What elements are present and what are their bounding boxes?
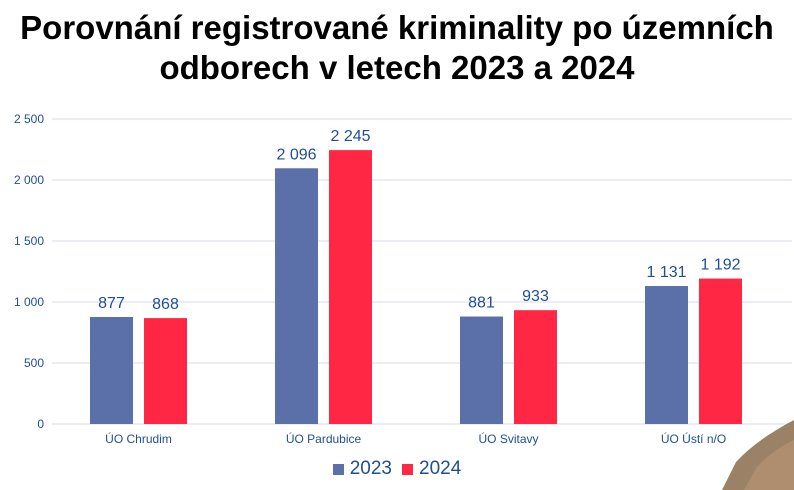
bar-2023-2 — [460, 316, 503, 424]
x-category-label: ÚO Svitavy — [478, 431, 538, 446]
bar-2024-0 — [144, 318, 187, 424]
bar-2023-3 — [645, 286, 688, 424]
y-tick-label: 500 — [24, 356, 44, 370]
legend-label-2024: 2024 — [419, 458, 462, 479]
chart-title-line-2: odborech v letech 2023 a 2024 — [159, 49, 635, 86]
data-label-2023-1: 2 096 — [276, 146, 316, 163]
y-tick-label: 1 000 — [14, 295, 44, 309]
legend-label-2023: 2023 — [349, 458, 392, 479]
chart-legend: 2023 2024 — [0, 458, 794, 480]
legend-swatch-2024 — [402, 463, 413, 475]
legend-item-2024: 2024 — [402, 458, 461, 480]
data-label-2024-0: 868 — [152, 296, 179, 313]
bar-2024-1 — [329, 150, 372, 425]
chart-title: Porovnání registrované kriminality po úz… — [0, 8, 794, 88]
bar-2023-1 — [275, 168, 318, 424]
chart-title-line-1: Porovnání registrované kriminality po úz… — [20, 9, 774, 46]
data-label-2023-0: 877 — [98, 295, 125, 312]
x-category-label: ÚO Pardubice — [286, 431, 362, 446]
y-tick-label: 1 500 — [14, 234, 44, 248]
data-label-2023-3: 1 131 — [646, 264, 686, 281]
data-label-2023-2: 881 — [468, 295, 495, 312]
y-tick-label: 0 — [37, 417, 44, 431]
y-tick-label: 2 500 — [14, 112, 44, 126]
data-label-2024-1: 2 245 — [330, 128, 370, 145]
bar-2023-0 — [90, 317, 133, 424]
y-tick-label: 2 000 — [14, 173, 44, 187]
bar-2024-2 — [514, 310, 557, 424]
data-label-2024-3: 1 192 — [700, 257, 740, 274]
legend-swatch-2023 — [332, 463, 344, 475]
x-category-label: ÚO Ústí n/O — [661, 431, 726, 446]
legend-item-2023: 2023 — [332, 458, 392, 480]
data-label-2024-2: 933 — [522, 288, 549, 305]
bar-2024-3 — [699, 278, 742, 424]
x-category-label: ÚO Chrudim — [105, 431, 172, 446]
